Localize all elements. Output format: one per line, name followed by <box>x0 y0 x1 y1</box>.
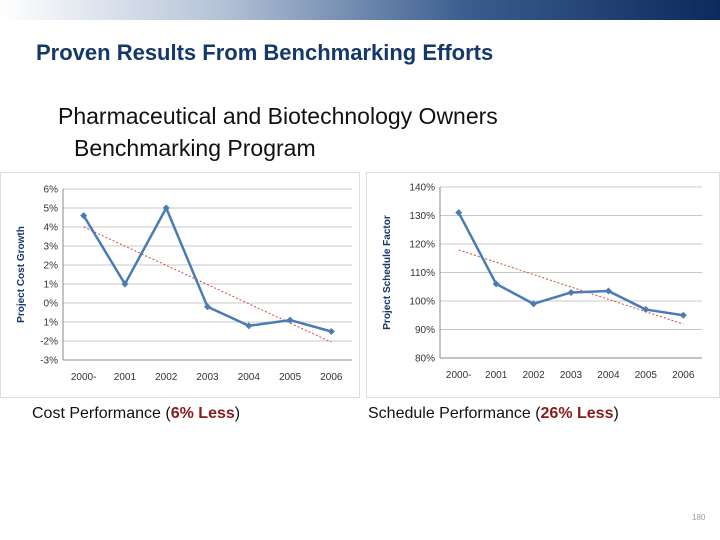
x-tick-label: 2003 <box>196 372 219 383</box>
cost-growth-chart: -3% -2% 1% 0% 1% 2% 3% 4% 5% 6% 2000- 2001 2002 2003 2… <box>0 172 360 398</box>
data-point <box>80 212 88 220</box>
data-point <box>204 303 211 311</box>
caption-suffix: ) <box>234 405 241 422</box>
data-point <box>121 280 129 288</box>
chart-frame <box>366 172 720 398</box>
y-tick-label: 1% <box>44 280 59 291</box>
y-axis-label: Project Schedule Factor <box>382 215 393 330</box>
x-tick-label: 2005 <box>635 370 658 381</box>
y-tick-label: 5% <box>44 204 59 215</box>
y-axis-label: Project Cost Growth <box>16 226 27 323</box>
caption-prefix: Schedule Performance ( <box>368 405 541 422</box>
caption-highlight: 6% Less <box>170 405 235 422</box>
caption-suffix: ) <box>613 405 619 422</box>
data-point <box>604 287 612 295</box>
schedule-factor-chart-svg: 80% 90% 100% 110% 120% 130% 140% 2000- 2001 2002 2… <box>366 172 720 398</box>
schedule-performance-caption: Schedule Performance (26% Less) <box>368 405 619 423</box>
trendline <box>83 226 332 343</box>
x-tick-label: 2000- <box>71 372 97 383</box>
y-tick-label: -2% <box>40 337 58 348</box>
subtitle-line-1: Pharmaceutical and Biotechnology Owners <box>58 103 498 129</box>
x-tick-label: 2000- <box>446 370 472 381</box>
header-band <box>0 0 720 20</box>
data-point <box>492 280 500 288</box>
slide-title: Proven Results From Benchmarking Efforts <box>36 40 494 65</box>
x-tick-label: 2006 <box>320 372 343 383</box>
y-tick-label: 3% <box>44 242 59 253</box>
data-point <box>567 288 575 296</box>
y-tick-label: 80% <box>415 354 435 365</box>
x-tick-label: 2003 <box>560 370 583 381</box>
y-tick-label: 140% <box>409 183 435 194</box>
y-tick-label: 4% <box>44 223 59 234</box>
x-tick-label: 2005 <box>279 372 302 383</box>
caption-highlight: 26% Less <box>540 405 614 422</box>
y-tick-label: 120% <box>409 240 435 251</box>
data-point <box>327 328 335 335</box>
x-tick-label: 2006 <box>672 370 695 381</box>
page-number: 180 <box>692 513 706 522</box>
cost-growth-chart-svg: -3% -2% 1% 0% 1% 2% 3% 4% 5% 6% 2000- 2001 2002 2003 2… <box>0 172 360 398</box>
x-tick-label: 2004 <box>238 372 261 383</box>
y-tick-label: -3% <box>40 356 58 367</box>
x-tick-label: 2002 <box>522 370 545 381</box>
y-tick-label: 90% <box>415 325 435 336</box>
data-point <box>455 209 463 217</box>
y-tick-label: 100% <box>409 297 435 308</box>
cost-performance-caption: Cost Performance (6% Less) <box>32 405 240 423</box>
y-tick-label: 2% <box>44 261 59 272</box>
x-tick-label: 2002 <box>155 372 178 383</box>
subtitle-line-2: Benchmarking Program <box>74 135 316 161</box>
slide-subtitle: Pharmaceutical and Biotechnology Owners … <box>58 100 618 164</box>
x-tick-label: 2004 <box>597 370 620 381</box>
data-point <box>245 322 253 330</box>
data-point <box>679 311 687 319</box>
x-tick-label: 2001 <box>114 372 137 383</box>
y-tick-label: 110% <box>410 268 435 279</box>
data-point <box>162 204 170 212</box>
y-tick-label: 6% <box>44 185 59 196</box>
schedule-factor-chart: 80% 90% 100% 110% 120% 130% 140% 2000- 2001 2002 2… <box>366 172 720 398</box>
y-tick-label: 130% <box>409 211 435 222</box>
x-tick-label: 2001 <box>485 370 508 381</box>
data-point <box>642 306 650 314</box>
y-tick-label: 1% <box>44 318 59 329</box>
data-point <box>286 316 294 324</box>
caption-prefix: Cost Performance ( <box>32 405 171 422</box>
data-point <box>530 300 538 308</box>
y-tick-label: 0% <box>44 299 59 310</box>
